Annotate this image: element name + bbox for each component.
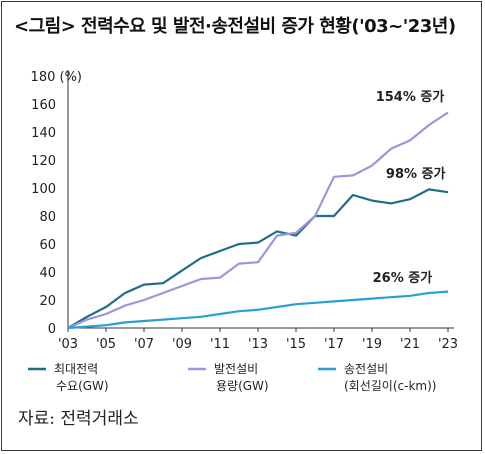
legend-label: 최대전력 <box>54 362 98 376</box>
y-tick-label: 120 <box>31 154 56 169</box>
chart-annotations: 154% 증가 98% 증가 26% 증가 <box>373 90 446 286</box>
series-line-1 <box>67 188 449 329</box>
chart-axes: 0 20 40 60 80 100 120 140 160 180 (%) '03 '05 '07 '09… <box>31 70 458 352</box>
chart-title: <그림> 전력수요 및 발전·송전설비 증가 현황('03~'23년) <box>14 16 456 37</box>
y-tick-label: 160 <box>31 98 56 113</box>
y-unit-label: 180 (%) <box>31 70 82 85</box>
y-tick-label: 140 <box>31 126 56 141</box>
y-tick-label: 80 <box>39 210 56 225</box>
x-tick-label: '09 <box>172 337 192 352</box>
annotation-label: 98% 증가 <box>386 167 446 182</box>
legend-label: 송전설비 <box>344 362 388 376</box>
legend-label: (회선길이(c-km)) <box>344 379 436 393</box>
x-tick-label: '11 <box>210 337 230 352</box>
annotation-label: 26% 증가 <box>373 271 433 286</box>
y-tick-label: 100 <box>31 182 56 197</box>
x-tick-label: '05 <box>96 337 116 352</box>
legend-label: 용량(GW) <box>216 379 269 393</box>
series-line-3 <box>67 290 449 330</box>
series-line-2 <box>67 111 449 330</box>
x-tick-label: '07 <box>134 337 154 352</box>
x-tick-label: '03 <box>58 337 78 352</box>
annotation-label: 154% 증가 <box>376 90 445 105</box>
chart-series <box>67 111 449 330</box>
x-tick-label: '19 <box>362 337 382 352</box>
y-tick-label: 40 <box>39 266 56 281</box>
x-tick-label: '15 <box>286 337 306 352</box>
y-tick-label: 20 <box>39 294 56 309</box>
x-tick-label: '23 <box>438 337 458 352</box>
x-tick-label: '13 <box>248 337 268 352</box>
y-tick-label: 0 <box>48 322 56 337</box>
legend-label: 발전설비 <box>214 362 258 376</box>
x-tick-label: '17 <box>324 337 344 352</box>
legend-label: 수요(GW) <box>56 379 109 393</box>
y-tick-label: 60 <box>39 238 56 253</box>
x-tick-label: '21 <box>400 337 420 352</box>
source-note: 자료: 전력거래소 <box>18 409 139 429</box>
